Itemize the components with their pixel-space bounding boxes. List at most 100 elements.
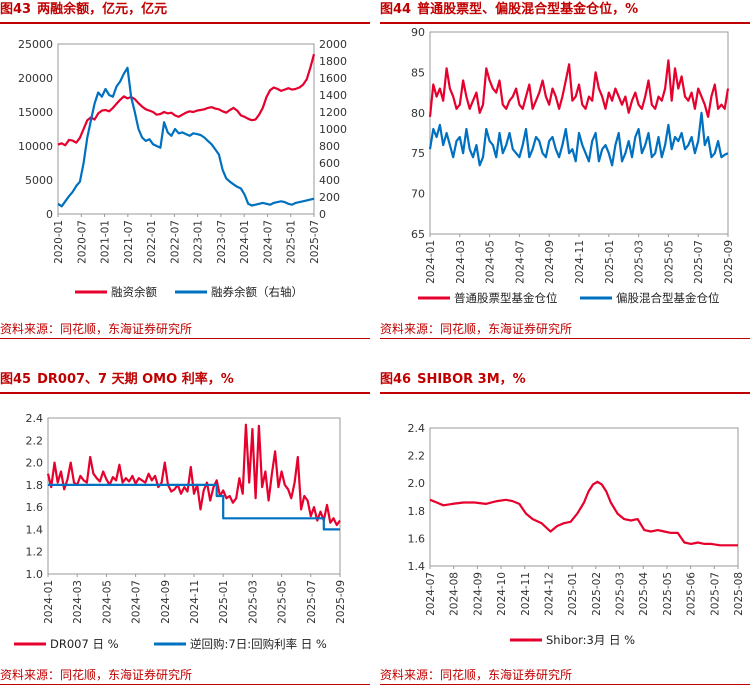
y-tick-label: 75 <box>411 147 425 160</box>
x-tick-label: 2024-11 <box>574 240 586 284</box>
x-tick-label: 2025-01 <box>218 580 230 624</box>
x-tick-label: 2024-01 <box>425 240 437 284</box>
x-tick-label: 2020-01 <box>53 220 65 264</box>
panel-margin-balance: 图43 两融余额，亿元，亿元 0 5000 10000 15000 20000 25000 0… <box>0 0 370 343</box>
y-tick-label: 80 <box>411 107 425 120</box>
x-tick-label: 2025-01 <box>567 572 579 616</box>
x-tick-label: 2025-01 <box>286 220 298 264</box>
y-tick-label: 2.0 <box>408 477 426 490</box>
y-tick-label: 65 <box>411 228 425 241</box>
y2-tick-label: 800 <box>319 140 340 153</box>
y2-tick-label: 1800 <box>319 55 347 68</box>
y-tick-label: 2.0 <box>26 457 44 470</box>
x-tick-label: 2024-09 <box>472 572 484 616</box>
x-tick-label: 2024-07 <box>425 572 437 616</box>
y2-tick-label: 600 <box>319 157 340 170</box>
x-tick-label: 2021-07 <box>123 220 135 264</box>
y-tick-label: 2.4 <box>26 412 44 425</box>
panel-title: 图46 SHIBOR 3M，% <box>380 370 750 394</box>
series-line-2 <box>57 66 315 208</box>
y-tick-label: 0 <box>46 208 53 221</box>
y-tick-label: 1.6 <box>26 501 44 514</box>
chart-shibor: 1.4 1.6 1.8 2.0 2.2 2.4 2024-07 2024-08 2024-09 2… <box>408 422 746 647</box>
x-tick-label: 2024-05 <box>485 240 497 284</box>
x-tick-label: 2025-07 <box>309 220 321 264</box>
x-tick-label: 2021-01 <box>100 220 112 264</box>
legend-label: 普通股票型基金仓位 <box>454 291 558 305</box>
chart-title: 普通股票型、偏股混合型基金仓位，% <box>417 2 639 17</box>
y-tick-label: 90 <box>411 26 425 39</box>
series-line-1 <box>57 53 316 147</box>
x-tick-label: 2025-07 <box>306 580 318 624</box>
x-tick-label: 2024-09 <box>160 580 172 624</box>
source-note: 资料来源：同花顺，东海证券研究所 <box>380 666 750 685</box>
x-tick-label: 2024-11 <box>520 572 532 616</box>
x-tick-label: 2023-01 <box>193 220 205 264</box>
series-line-2 <box>428 111 729 167</box>
y2-tick-label: 1400 <box>319 89 347 102</box>
x-tick-label: 2024-09 <box>544 240 556 284</box>
chart-title: SHIBOR 3M，% <box>417 372 526 387</box>
figure-number: 图46 <box>380 372 412 387</box>
x-tick-label: 2025-03 <box>615 572 627 616</box>
y-tick-label: 1.2 <box>26 546 44 559</box>
figure-number: 图45 <box>0 372 32 387</box>
y-tick-label: 1.4 <box>26 523 44 536</box>
x-tick-label: 2024-07 <box>262 220 274 264</box>
panel-shibor: 图46 SHIBOR 3M，% 1.4 1.6 1.8 2.0 2.2 2.4 2024-07… <box>380 370 750 686</box>
series-line-2 <box>48 483 340 531</box>
y2-tick-label: 1600 <box>319 72 347 85</box>
x-tick-label: 2025-06 <box>686 572 698 616</box>
x-tick-label: 2024-01 <box>43 580 55 624</box>
x-tick-label: 2025-03 <box>634 240 646 284</box>
x-tick-label: 2024-07 <box>514 240 526 284</box>
panel-title: 图44 普通股票型、偏股混合型基金仓位，% <box>380 0 750 24</box>
y-tick-label: 85 <box>411 66 425 79</box>
y-tick-label: 15000 <box>18 106 53 119</box>
x-tick-label: 2025-05 <box>277 580 289 624</box>
panel-title: 图43 两融余额，亿元，亿元 <box>0 0 370 24</box>
x-tick-label: 2025-08 <box>733 572 745 616</box>
y-tick-label: 20000 <box>18 72 53 85</box>
y-tick-label: 5000 <box>25 174 53 187</box>
series-line-1 <box>429 480 738 547</box>
legend-label: DR007 日 % <box>50 637 119 651</box>
y-tick-label: 1.6 <box>408 532 426 545</box>
x-tick-label: 2025-07 <box>709 572 721 616</box>
y-tick-label: 25000 <box>18 38 53 51</box>
x-tick-label: 2025-09 <box>723 240 735 284</box>
x-tick-label: 2024-01 <box>239 220 251 264</box>
x-tick-label: 2025-09 <box>335 580 347 624</box>
x-tick-label: 2024-05 <box>101 580 113 624</box>
x-tick-label: 2024-11 <box>189 580 201 624</box>
x-tick-label: 2025-03 <box>247 580 259 624</box>
panel-dr007-omo: 图45 DR007、7 天期 OMO 利率，% 1.0 1.2 1.4 1.6 1.8 2.… <box>0 370 370 686</box>
x-tick-label: 2025-01 <box>604 240 616 284</box>
x-tick-label: 2025-05 <box>662 572 674 616</box>
y-tick-label: 2.2 <box>408 450 426 463</box>
y-tick-label: 2.4 <box>408 422 426 435</box>
x-tick-label: 2022-07 <box>169 220 181 264</box>
x-tick-label: 2025-02 <box>591 572 603 616</box>
legend-label: 融资余额 <box>111 285 157 299</box>
y-tick-label: 1.8 <box>26 479 44 492</box>
y-tick-label: 10000 <box>18 140 53 153</box>
y2-tick-label: 2000 <box>319 38 347 51</box>
x-tick-label: 2024-10 <box>496 572 508 616</box>
series-line-1 <box>428 59 730 118</box>
chart-dr007-omo: 1.0 1.2 1.4 1.6 1.8 2.0 2.2 2.4 2024-01 2024-03 20… <box>14 412 347 651</box>
panel-title: 图45 DR007、7 天期 OMO 利率，% <box>0 370 370 394</box>
y-tick-label: 1.8 <box>408 505 426 518</box>
legend-label: 偏股混合型基金仓位 <box>616 291 720 305</box>
legend-label: 融券余额（右轴） <box>211 285 303 299</box>
plot-frame <box>47 417 341 575</box>
series-line-1 <box>46 423 341 527</box>
x-tick-label: 2024-07 <box>131 580 143 624</box>
source-note: 资料来源：同花顺，东海证券研究所 <box>0 320 370 339</box>
x-tick-label: 2025-04 <box>638 572 650 616</box>
x-tick-label: 2020-07 <box>76 220 88 264</box>
x-tick-label: 2025-07 <box>693 240 705 284</box>
x-tick-label: 2024-03 <box>72 580 84 624</box>
x-tick-label: 2024-08 <box>449 572 461 616</box>
y2-tick-label: 0 <box>319 208 326 221</box>
